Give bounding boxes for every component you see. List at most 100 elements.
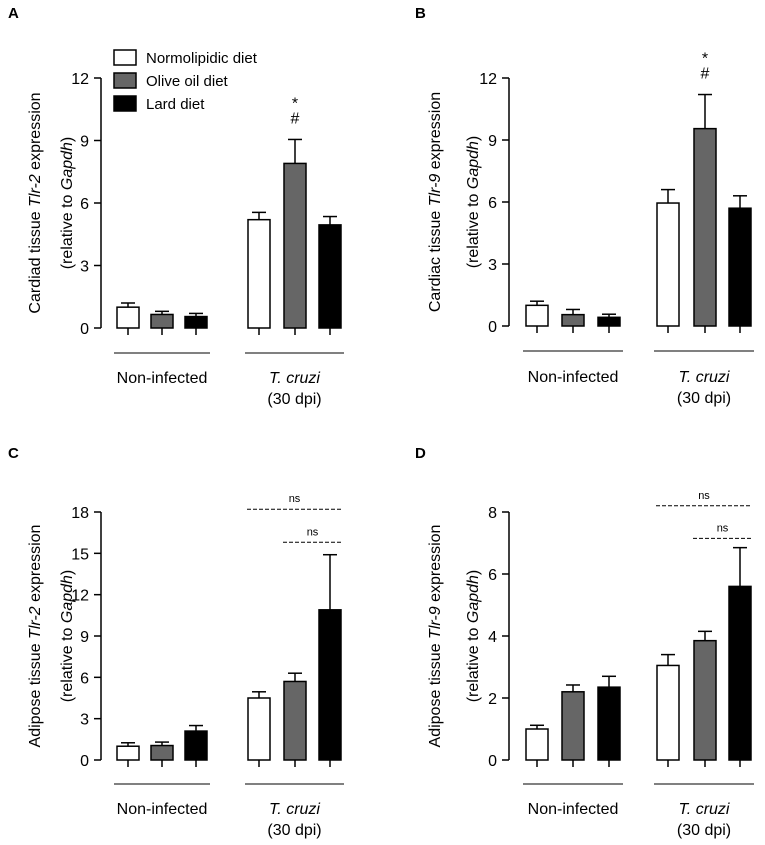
y-axis-label: Adipose tissue Tlr-2 expression (27, 525, 44, 748)
bar-lard (184, 730, 208, 761)
chart-panel-a: A 0 3 6 9 12 Cardiad tissue Tlr-2 expression (r… (8, 5, 344, 408)
legend-label: Olive oil diet (146, 73, 229, 90)
y-axis-label-gene: Tlr-2 (27, 174, 44, 207)
y-axis-label-part: Adipose tissue (27, 639, 44, 748)
y-tick-label: 3 (488, 257, 497, 274)
y-tick-label: 6 (488, 195, 497, 212)
y-axis-label-part: ) (59, 137, 76, 142)
y-tick-label: 9 (80, 134, 89, 151)
y-axis-label-part: expression (27, 525, 44, 607)
panel-letter: A (8, 5, 19, 22)
y-axis-label: Cardiac tissue Tlr-9 expression (427, 92, 444, 312)
bar-normolipidic (247, 218, 271, 329)
y-tick-label: 12 (479, 71, 497, 88)
y-tick-label: 9 (80, 629, 89, 646)
bar-olive (283, 680, 307, 761)
bar-lard (728, 207, 752, 327)
bar-olive (561, 691, 585, 761)
y-axis-label-line2: (relative to Gapdh) (465, 136, 482, 269)
bar-normolipidic (116, 306, 140, 329)
group-label: Non-infected (528, 369, 619, 386)
y-axis-label-part: ) (465, 136, 482, 141)
y-tick-label: 6 (80, 670, 89, 687)
panel-letter: D (415, 445, 426, 462)
significance-hash: # (291, 110, 300, 127)
y-axis-label-part: (relative to (465, 623, 482, 702)
y-tick-label: 0 (488, 319, 497, 336)
bar-olive (693, 127, 717, 327)
group-sublabel: (30 dpi) (677, 390, 731, 407)
bar-olive (561, 313, 585, 327)
y-axis-label-line2: (relative to Gapdh) (465, 570, 482, 703)
significance-star: * (702, 51, 708, 68)
significance-star: * (292, 95, 298, 112)
y-tick-label: 4 (488, 629, 497, 646)
group-sublabel: (30 dpi) (267, 822, 321, 839)
y-tick-label: 6 (80, 196, 89, 213)
y-tick-label: 0 (80, 321, 89, 338)
legend-swatch-lard (113, 95, 137, 112)
y-tick-label: 8 (488, 505, 497, 522)
bar-olive (283, 162, 307, 329)
y-tick-label: 9 (488, 133, 497, 150)
y-axis-label-part: Adipose tissue (427, 639, 444, 748)
y-axis-label-gene: Gapdh (59, 575, 76, 623)
bar-olive (150, 313, 174, 329)
group-label: T. cruzi (679, 369, 730, 386)
bar-olive (693, 639, 717, 761)
ns-label: ns (307, 526, 319, 538)
y-axis-label-gene: Tlr-9 (427, 606, 444, 639)
y-axis-label-line2: (relative to Gapdh) (59, 570, 76, 703)
chart-panel-b: B 0 3 6 9 12 Cardiac tissue Tlr-9 expression (r… (415, 5, 754, 407)
y-tick-label: 18 (71, 505, 89, 522)
legend: Normolipidic diet Olive oil diet Lard diet (113, 49, 258, 113)
legend-label: Lard diet (146, 96, 205, 113)
y-axis-label-part: expression (427, 525, 444, 607)
y-axis-label-gene: Gapdh (465, 575, 482, 623)
y-axis-label-gene: Gapdh (59, 142, 76, 190)
y-axis-label-part: (relative to (59, 623, 76, 702)
y-axis-label-part: expression (27, 92, 44, 174)
bar-lard (728, 585, 752, 761)
bar-normolipidic (247, 697, 271, 761)
y-axis-label: Cardiad tissue Tlr-2 expression (27, 92, 44, 313)
y-axis-label-part: Cardiac tissue (427, 206, 444, 312)
legend-swatch-olive (113, 72, 137, 89)
legend-swatch-normolipidic (113, 49, 137, 66)
group-label: T. cruzi (679, 801, 730, 818)
y-tick-label: 0 (80, 753, 89, 770)
y-tick-label: 15 (71, 546, 89, 563)
y-tick-label: 12 (71, 71, 89, 88)
panel-letter: B (415, 5, 426, 22)
y-tick-label: 3 (80, 712, 89, 729)
group-sublabel: (30 dpi) (677, 822, 731, 839)
bar-normolipidic (525, 304, 549, 327)
y-tick-label: 12 (71, 588, 89, 605)
y-axis-label-part: Cardiad tissue (27, 207, 44, 314)
y-tick-label: 0 (488, 753, 497, 770)
bar-olive (150, 744, 174, 761)
y-axis-label-gene: Tlr-2 (27, 606, 44, 639)
bar-lard (318, 224, 342, 329)
y-axis-label-line2: (relative to Gapdh) (59, 137, 76, 270)
y-axis-label-part: (relative to (465, 189, 482, 268)
bar-normolipidic (116, 745, 140, 761)
group-sublabel: (30 dpi) (267, 391, 321, 408)
y-axis-label-gene: Tlr-9 (427, 174, 444, 207)
group-label: T. cruzi (269, 370, 320, 387)
chart-panel-c: C 0 3 6 9 12 15 18 Adipose tissue Tlr-2 expressi… (8, 445, 344, 839)
ns-label: ns (717, 522, 729, 534)
group-label: Non-infected (117, 370, 208, 387)
ns-label: ns (698, 490, 710, 502)
y-tick-label: 3 (80, 259, 89, 276)
group-label: Non-infected (117, 801, 208, 818)
y-axis-label: Adipose tissue Tlr-9 expression (427, 525, 444, 748)
y-tick-label: 2 (488, 691, 497, 708)
y-axis-label-part: ) (465, 570, 482, 575)
bar-normolipidic (656, 664, 680, 761)
ns-label: ns (289, 493, 301, 505)
bar-lard (597, 686, 621, 761)
y-tick-label: 6 (488, 567, 497, 584)
y-axis-label-gene: Gapdh (465, 141, 482, 189)
